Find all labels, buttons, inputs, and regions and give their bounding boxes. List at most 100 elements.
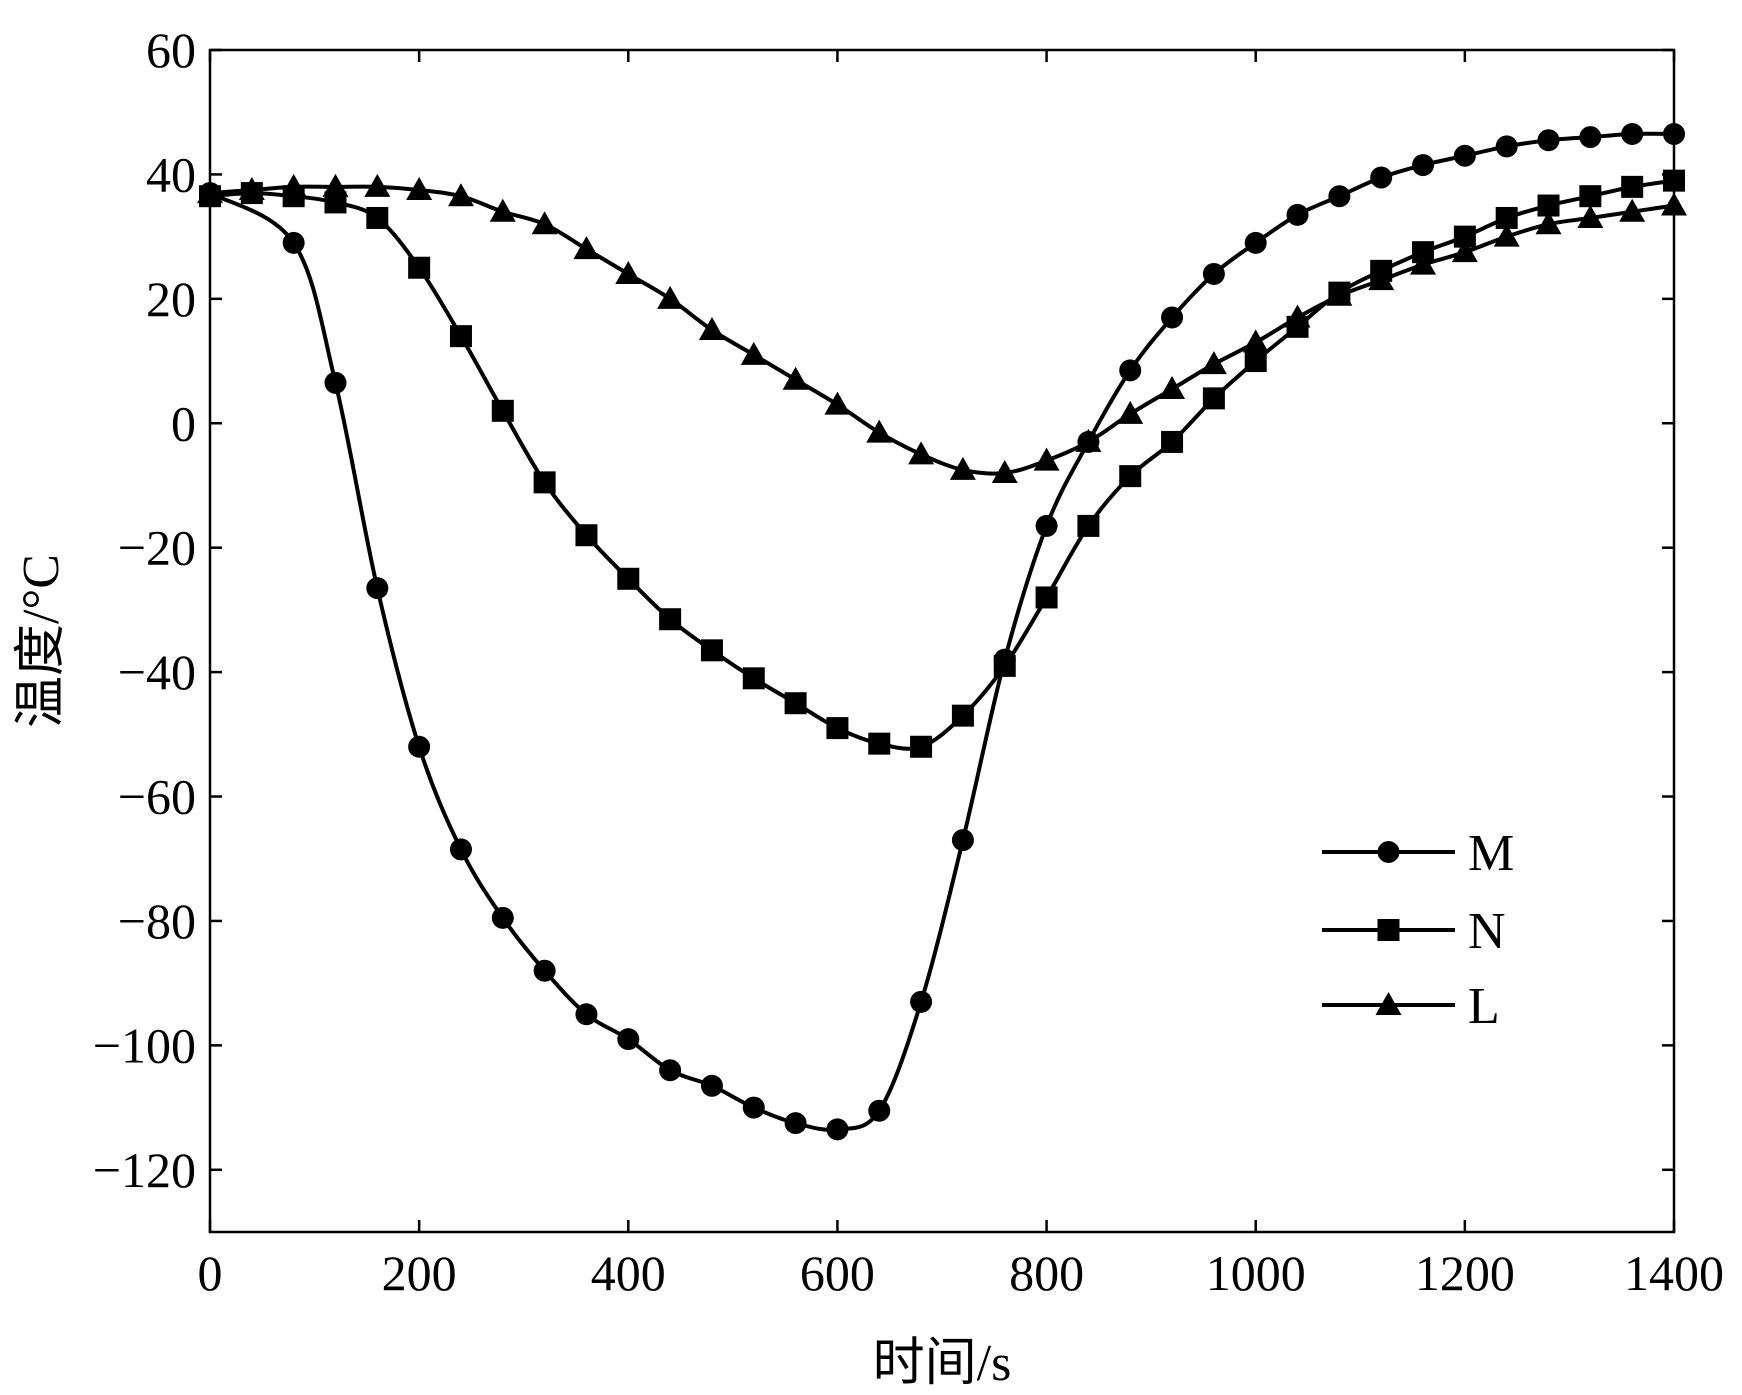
data-point-M xyxy=(366,577,389,600)
data-point-N xyxy=(784,692,807,715)
data-point-M xyxy=(1119,359,1142,382)
data-point-N xyxy=(993,654,1016,677)
data-point-M xyxy=(282,231,305,254)
data-point-N xyxy=(700,639,723,662)
legend-label: M xyxy=(1468,825,1514,882)
data-point-N xyxy=(868,732,891,755)
data-point-M xyxy=(533,959,556,982)
data-point-M xyxy=(1244,231,1267,254)
data-point-L xyxy=(824,391,851,415)
x-tick-label: 1400 xyxy=(1624,1245,1724,1301)
data-point-N xyxy=(575,524,598,547)
data-point-N xyxy=(1663,169,1685,192)
plot-area-frame xyxy=(208,48,1676,1234)
data-point-N xyxy=(1495,206,1518,229)
data-point-L xyxy=(1451,239,1478,263)
data-point-L xyxy=(698,316,725,340)
data-point-M xyxy=(1035,514,1058,537)
data-point-L xyxy=(1410,251,1437,275)
data-point-M xyxy=(910,990,933,1013)
data-point-N xyxy=(1035,586,1058,609)
data-point-M xyxy=(1328,185,1351,208)
data-point-L xyxy=(573,236,600,260)
data-point-L xyxy=(489,198,516,222)
data-point-L xyxy=(322,173,349,197)
data-point-L xyxy=(1033,447,1060,471)
data-point-N xyxy=(659,608,682,631)
data-point-N xyxy=(324,191,347,214)
data-point-N xyxy=(826,717,849,740)
x-tick-label: 400 xyxy=(591,1245,666,1301)
y-tick-label: −120 xyxy=(93,1142,196,1198)
data-point-L xyxy=(531,211,558,235)
data-point-M xyxy=(700,1074,723,1097)
y-tick-label: −100 xyxy=(93,1017,196,1073)
legend-label: N xyxy=(1468,903,1506,960)
data-point-L xyxy=(866,419,893,443)
data-point-N xyxy=(742,667,765,690)
data-point-M xyxy=(1286,203,1309,226)
data-point-N xyxy=(617,567,640,590)
axis-ticks xyxy=(208,48,1676,1232)
legend-marker-M xyxy=(1377,841,1400,863)
data-point-N xyxy=(1244,350,1267,373)
data-point-L xyxy=(1159,376,1186,400)
x-tick-label: 1000 xyxy=(1206,1245,1306,1301)
series-line-M xyxy=(208,131,1675,1132)
legend-item-N: N xyxy=(1322,903,1506,960)
y-tick-label: 0 xyxy=(171,395,196,451)
x-tick-label: 1200 xyxy=(1415,1245,1515,1301)
data-point-M xyxy=(491,906,514,929)
x-tick-label: 0 xyxy=(198,1245,223,1301)
x-tick-label: 800 xyxy=(1009,1245,1084,1301)
legend-marker-L xyxy=(1375,992,1402,1015)
data-point-N xyxy=(910,735,933,758)
data-point-L xyxy=(991,460,1018,484)
data-point-M xyxy=(1537,129,1560,152)
x-tick-label: 200 xyxy=(382,1245,457,1301)
data-point-N xyxy=(1161,430,1184,453)
legend-label: L xyxy=(1468,978,1500,1035)
data-point-L xyxy=(1368,267,1395,291)
data-point-N xyxy=(491,399,514,422)
data-point-M xyxy=(575,1003,598,1026)
y-tick-label: −60 xyxy=(118,769,196,825)
data-point-M xyxy=(951,829,974,852)
y-tick-label: 40 xyxy=(146,146,196,202)
legend-item-L: L xyxy=(1322,978,1500,1035)
axis-tick-labels: 0 200 400 600 800 1000 1200 14006040200−20−40−6… xyxy=(93,22,1724,1301)
data-point-N xyxy=(533,471,556,494)
data-point-L xyxy=(740,341,767,365)
data-point-N xyxy=(366,206,389,229)
data-point-N xyxy=(951,704,974,727)
data-point-L xyxy=(1326,282,1353,306)
data-point-L xyxy=(1117,400,1144,424)
data-point-M xyxy=(784,1112,807,1135)
data-point-L xyxy=(1200,351,1227,375)
data-point-L xyxy=(1577,204,1604,228)
data-point-M xyxy=(408,735,431,758)
series-L xyxy=(197,173,1687,484)
data-point-N xyxy=(408,256,431,279)
data-point-L xyxy=(280,173,307,197)
data-point-L xyxy=(615,260,642,284)
data-point-M xyxy=(1161,306,1184,329)
data-point-L xyxy=(406,176,433,200)
data-point-L xyxy=(1661,192,1687,216)
data-point-L xyxy=(908,441,935,465)
data-point-N xyxy=(449,325,472,348)
data-point-M xyxy=(1621,122,1644,145)
data-point-N xyxy=(1537,194,1560,217)
data-point-N xyxy=(1202,387,1225,410)
data-point-N xyxy=(1077,514,1100,537)
data-point-M xyxy=(617,1028,640,1051)
data-point-L xyxy=(197,180,223,204)
data-point-M xyxy=(826,1118,849,1141)
data-point-L xyxy=(1284,304,1311,328)
y-tick-label: −40 xyxy=(118,644,196,700)
data-point-L xyxy=(1535,211,1562,235)
data-point-M xyxy=(1495,135,1518,158)
y-axis-title: 温度/°C xyxy=(13,554,70,728)
data-point-L xyxy=(238,176,265,200)
data-point-L xyxy=(1075,428,1102,452)
